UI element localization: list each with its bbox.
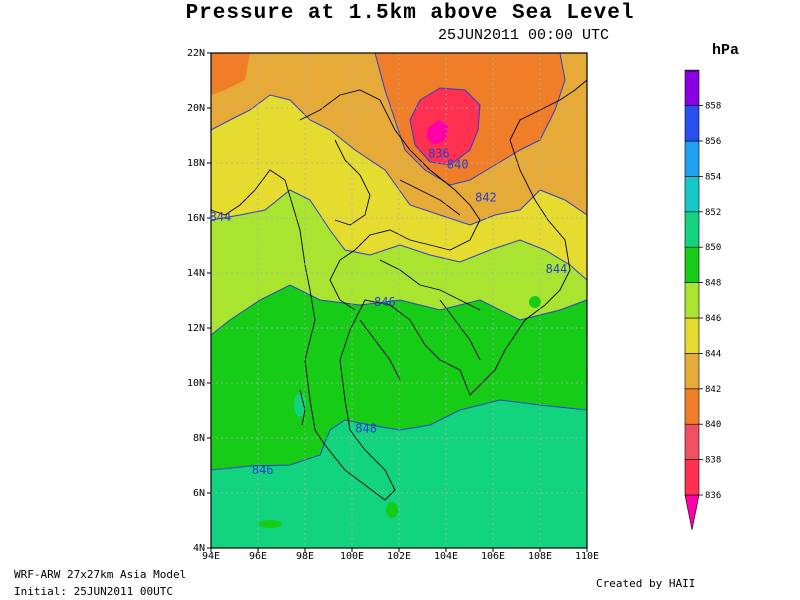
y-tick-label: 4N	[193, 543, 205, 554]
colorbar-label: 836	[705, 491, 721, 501]
model-label: WRF-ARW 27x27km Asia Model	[14, 568, 187, 581]
x-axis: 94E 96E 98E 100E 102E 104E 106E 108E 110E	[202, 548, 599, 562]
x-tick-label: 96E	[249, 551, 267, 562]
y-tick-label: 6N	[193, 488, 205, 499]
contour-label: 846	[374, 295, 396, 309]
y-tick-label: 8N	[193, 433, 205, 444]
colorbar-segment	[684, 140, 700, 177]
y-tick-label: 20N	[187, 103, 205, 114]
colorbar-label: 840	[705, 420, 721, 430]
credit-label: Created by HAII	[596, 577, 696, 590]
unit-label: hPa	[712, 42, 740, 59]
y-tick-label: 22N	[187, 48, 205, 59]
x-tick-label: 94E	[202, 551, 220, 562]
y-tick-label: 14N	[187, 268, 205, 279]
y-tick-label: 18N	[187, 158, 205, 169]
colorbar-segment	[684, 459, 700, 496]
contour-label: 846	[252, 463, 274, 477]
colorbar-segment	[684, 69, 700, 106]
contour-label: 848	[355, 422, 377, 436]
contour-label: 844	[210, 210, 232, 224]
colorbar-max-triangle	[684, 69, 700, 73]
contour-label: 836	[428, 147, 450, 161]
contour-label: 842	[475, 191, 497, 205]
region-846-local-2	[386, 502, 398, 518]
colorbar-label: 842	[705, 385, 721, 395]
colorbar-label: 846	[705, 314, 721, 324]
x-tick-label: 104E	[434, 551, 458, 562]
colorbar-label: 844	[705, 349, 721, 359]
colorbar-label: 854	[705, 172, 721, 182]
colorbar-segment	[684, 353, 700, 390]
colorbar-segment	[684, 105, 700, 142]
y-axis: 4N 6N 8N 10N 12N 14N 16N 18N 20N 22N	[187, 48, 211, 554]
y-tick-label: 12N	[187, 323, 205, 334]
colorbar-segment	[684, 246, 700, 283]
colorbar-label: 850	[705, 243, 721, 253]
colorbar-min-triangle	[684, 494, 700, 531]
valid-time: 25JUN2011 00:00 UTC	[438, 27, 610, 44]
x-tick-label: 100E	[340, 551, 364, 562]
region-848-local	[294, 393, 306, 417]
region-846-local-south	[258, 520, 282, 528]
contour-label: 840	[447, 158, 469, 172]
colorbar-label: 852	[705, 208, 721, 218]
y-tick-label: 16N	[187, 213, 205, 224]
region-846-local	[529, 296, 541, 308]
colorbar-segment	[684, 388, 700, 425]
region-838-840-west	[211, 53, 250, 95]
region-below-836	[427, 120, 448, 145]
initial-time: Initial: 25JUN2011 00UTC	[14, 585, 173, 598]
x-tick-label: 110E	[575, 551, 599, 562]
coastlines-borders	[211, 79, 587, 501]
colorbar-segment	[684, 176, 700, 213]
x-tick-label: 108E	[528, 551, 552, 562]
x-tick-label: 98E	[296, 551, 314, 562]
colorbar-label: 848	[705, 279, 721, 289]
map-title: Pressure at 1.5km above Sea Level	[185, 2, 635, 25]
colorbar-segment	[684, 211, 700, 248]
colorbar-label: 838	[705, 456, 721, 466]
colorbar-segment	[684, 317, 700, 354]
x-tick-label: 102E	[387, 551, 411, 562]
contour-label: 844	[546, 262, 568, 276]
y-tick-label: 10N	[187, 378, 205, 389]
contour-lines	[211, 53, 587, 471]
x-tick-label: 106E	[481, 551, 505, 562]
colorbar-segment	[684, 282, 700, 319]
colorbar-segment	[684, 423, 700, 460]
colorbar-label: 858	[705, 102, 721, 112]
colorbar-label: 856	[705, 137, 721, 147]
colorbar: 836 838 840 842 844 846 848 850 852 854 856 858	[684, 69, 721, 531]
